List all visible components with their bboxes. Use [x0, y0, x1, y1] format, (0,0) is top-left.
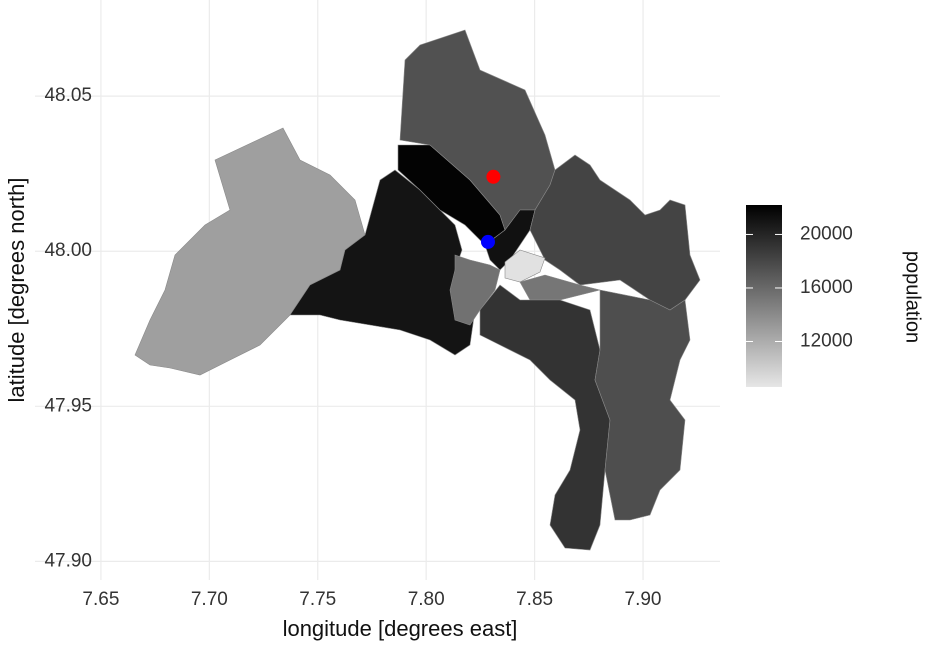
colorbar-ticks: 12000 16000 20000	[746, 223, 853, 352]
y-tick-label: 47.90	[44, 550, 92, 571]
district	[134, 127, 366, 376]
x-tick-label: 7.85	[516, 589, 553, 610]
y-tick-label: 48.05	[44, 85, 92, 106]
x-tick-label: 7.65	[82, 589, 119, 610]
y-axis-title: latitude [degrees north]	[4, 177, 29, 402]
point	[486, 169, 501, 184]
y-tick-label: 47.95	[44, 395, 92, 416]
x-tick-label: 7.75	[299, 589, 336, 610]
colorbar-tick-label: 20000	[800, 223, 853, 244]
x-tick-label: 7.90	[625, 589, 662, 610]
district	[594, 289, 691, 521]
colorbar	[746, 205, 782, 387]
district	[529, 154, 701, 311]
points	[480, 169, 501, 249]
districts	[134, 29, 701, 551]
point	[480, 234, 495, 249]
district	[504, 249, 546, 283]
x-axis-title: longitude [degrees east]	[283, 616, 518, 641]
colorbar-tick-label: 12000	[800, 331, 853, 352]
x-tick-label: 7.70	[191, 589, 228, 610]
district	[289, 169, 476, 356]
y-tick-label: 48.00	[44, 240, 92, 261]
x-tick-label: 7.80	[408, 589, 445, 610]
colorbar-tick-label: 16000	[800, 277, 853, 298]
colorbar-title: population	[902, 251, 924, 343]
district	[479, 284, 611, 551]
